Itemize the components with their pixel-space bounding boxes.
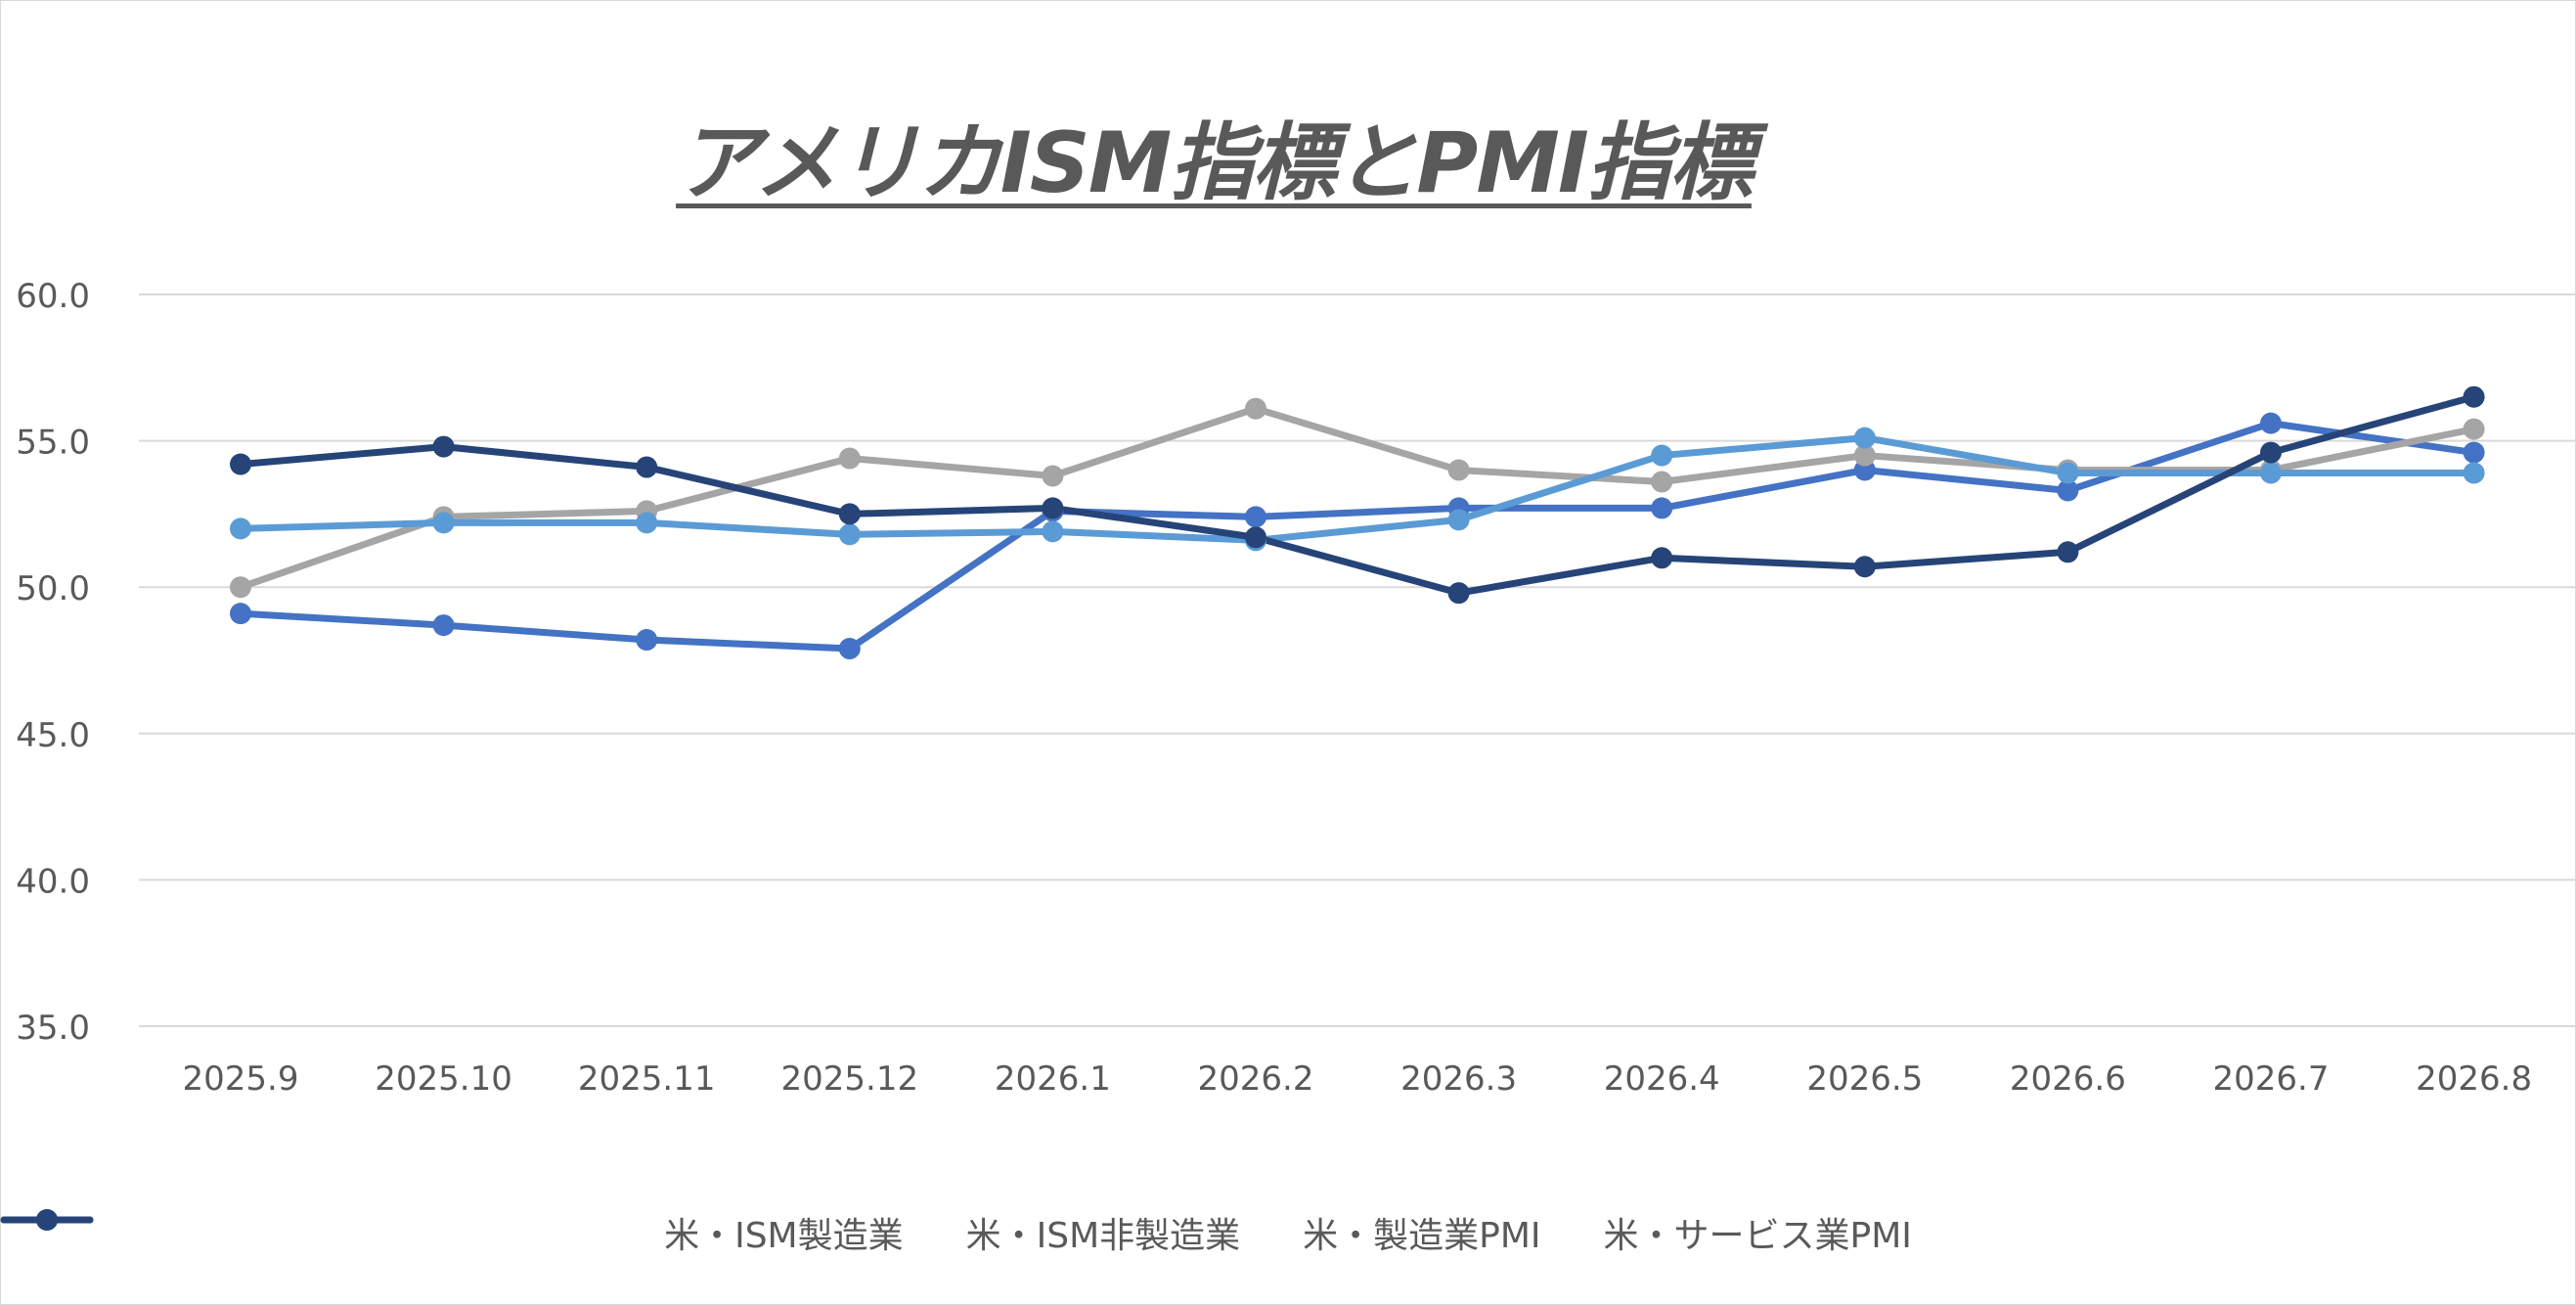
legend-label: 米・製造業PMI — [1303, 1216, 1541, 1256]
x-tick-label: 2025.12 — [780, 1059, 918, 1099]
data-point — [1245, 526, 1266, 549]
data-point — [838, 523, 861, 546]
legend-item: 米・サービス業PMI — [0, 1207, 1912, 1258]
y-tick-label: 60.0 — [16, 277, 90, 316]
y-tick-label: 50.0 — [16, 569, 90, 608]
data-point — [2057, 462, 2079, 484]
y-axis-tick-labels: 35.0 40.0 45.0 50.0 55.0 60.0 — [16, 277, 90, 1048]
x-tick-label: 2026.6 — [2010, 1059, 2126, 1099]
data-point — [1651, 547, 1673, 569]
data-point — [2463, 385, 2485, 408]
y-tick-label: 55.0 — [16, 424, 90, 463]
data-point — [1651, 497, 1673, 519]
series-line — [237, 405, 2478, 591]
data-point — [230, 603, 251, 625]
x-tick-label: 2026.3 — [1400, 1059, 1517, 1099]
chart-title: アメリカISM指標とPMI指標 — [676, 114, 1754, 212]
x-axis-tick-labels: 2025.9 2025.10 2025.11 2025.12 2026.1 2026.2 2… — [183, 1059, 2533, 1099]
y-tick-label: 35.0 — [16, 1009, 90, 1048]
data-point — [2057, 541, 2079, 563]
data-point — [1245, 397, 1266, 420]
x-tick-label: 2025.11 — [578, 1059, 716, 1099]
x-tick-label: 2025.10 — [375, 1059, 512, 1099]
data-point — [1651, 444, 1673, 467]
x-tick-label: 2025.9 — [183, 1059, 299, 1099]
legend-label: 米・ISM非製造業 — [965, 1216, 1241, 1256]
series-points — [230, 385, 2485, 660]
series-line — [237, 393, 2478, 597]
data-point — [1042, 497, 1064, 519]
y-tick-label: 45.0 — [16, 716, 90, 755]
data-point — [838, 503, 861, 525]
data-point — [1853, 427, 1876, 449]
data-point — [230, 576, 251, 599]
data-point — [432, 614, 455, 637]
data-point — [1042, 465, 1064, 487]
data-point — [230, 453, 251, 475]
data-point — [636, 456, 658, 478]
x-tick-label: 2026.8 — [2416, 1059, 2532, 1099]
data-point — [1447, 582, 1470, 605]
x-tick-label: 2026.4 — [1604, 1059, 1720, 1099]
data-point — [636, 512, 658, 534]
legend-label: 米・ISM製造業 — [664, 1216, 904, 1256]
legend-label: 米・サービス業PMI — [1603, 1216, 1912, 1256]
data-point — [2463, 462, 2485, 484]
data-point — [432, 435, 455, 458]
data-point — [838, 447, 861, 470]
data-point — [1447, 509, 1470, 531]
series-line — [237, 434, 2478, 544]
x-tick-label: 2026.1 — [995, 1059, 1111, 1099]
legend-item: 米・ISM製造業 — [0, 1207, 904, 1258]
data-point — [636, 629, 658, 652]
gridlines — [139, 293, 2576, 1027]
data-point — [230, 518, 251, 540]
legend-marker — [0, 1209, 94, 1231]
data-point — [2260, 441, 2282, 464]
legend-item: 米・製造業PMI — [0, 1207, 1541, 1258]
data-point — [1853, 556, 1876, 578]
data-point — [2260, 462, 2282, 484]
data-point — [838, 638, 861, 660]
x-tick-label: 2026.5 — [1806, 1059, 1923, 1099]
y-tick-label: 40.0 — [16, 862, 90, 901]
x-tick-label: 2026.7 — [2213, 1059, 2330, 1099]
data-point — [1447, 459, 1470, 481]
x-tick-label: 2026.2 — [1198, 1059, 1314, 1099]
series-lines — [237, 393, 2478, 652]
data-point — [2463, 418, 2485, 440]
data-point — [2260, 412, 2282, 434]
legend: 米・ISM製造業 米・ISM非製造業 米・製造業PMI 米・サービス業PMI — [0, 1203, 2576, 1262]
data-point — [2463, 441, 2485, 464]
data-point — [1651, 471, 1673, 493]
data-point — [1245, 506, 1266, 528]
legend-item: 米・ISM非製造業 — [0, 1207, 1241, 1258]
data-point — [1853, 444, 1876, 467]
series-line — [237, 420, 2478, 652]
data-point — [1042, 520, 1064, 543]
data-point — [2057, 479, 2079, 502]
data-point — [432, 512, 455, 534]
